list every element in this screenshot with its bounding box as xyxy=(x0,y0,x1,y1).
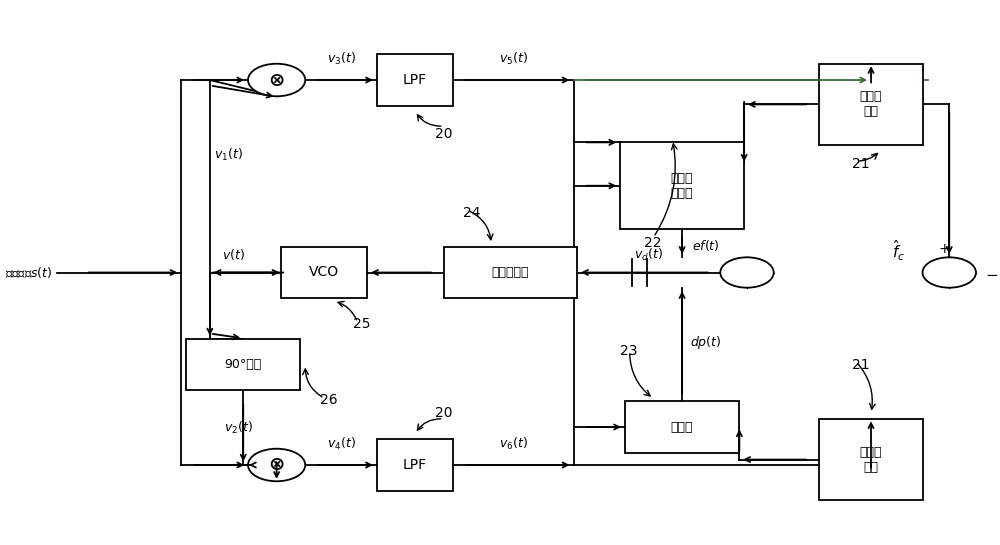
Text: $v_5(t)$: $v_5(t)$ xyxy=(499,51,528,68)
FancyBboxPatch shape xyxy=(819,64,923,145)
Text: $\hat{f}_c$: $\hat{f}_c$ xyxy=(892,239,905,263)
Text: +: + xyxy=(939,242,950,256)
Text: 22: 22 xyxy=(644,235,661,250)
Text: 21: 21 xyxy=(852,358,870,372)
FancyBboxPatch shape xyxy=(281,247,367,298)
Text: $v_1(t)$: $v_1(t)$ xyxy=(214,147,243,162)
Text: 23: 23 xyxy=(620,344,638,358)
Text: $dp(t)$: $dp(t)$ xyxy=(690,334,722,351)
FancyBboxPatch shape xyxy=(377,439,453,490)
Text: 21: 21 xyxy=(852,157,870,171)
Text: $v(t)$: $v(t)$ xyxy=(222,247,245,262)
Text: 平方谱
估计: 平方谱 估计 xyxy=(860,90,882,118)
Text: 26: 26 xyxy=(320,393,337,407)
Text: 鉴相器: 鉴相器 xyxy=(671,421,693,433)
Text: 90°相移: 90°相移 xyxy=(225,358,262,371)
Text: LPF: LPF xyxy=(403,458,427,472)
Text: ⊗: ⊗ xyxy=(268,456,285,475)
Text: 环路滤波器: 环路滤波器 xyxy=(492,266,529,279)
Text: ⊗: ⊗ xyxy=(268,70,285,89)
Circle shape xyxy=(923,257,976,288)
FancyBboxPatch shape xyxy=(186,339,300,390)
Text: LPF: LPF xyxy=(403,73,427,87)
Text: $v_3(t)$: $v_3(t)$ xyxy=(327,51,355,68)
Text: 24: 24 xyxy=(463,206,480,220)
Text: $v_d(t)$: $v_d(t)$ xyxy=(634,246,663,263)
FancyBboxPatch shape xyxy=(444,247,577,298)
Text: $v_6(t)$: $v_6(t)$ xyxy=(499,437,528,452)
Circle shape xyxy=(248,64,305,96)
Text: 点积叉
积鉴频: 点积叉 积鉴频 xyxy=(671,172,693,200)
Text: $ef(t)$: $ef(t)$ xyxy=(692,238,720,253)
Text: 输入信号$s(t)$: 输入信号$s(t)$ xyxy=(5,265,52,280)
Text: 平方谱
估计: 平方谱 估计 xyxy=(860,446,882,474)
Text: 20: 20 xyxy=(435,407,452,421)
Circle shape xyxy=(720,257,774,288)
Text: $v_4(t)$: $v_4(t)$ xyxy=(327,437,355,452)
FancyBboxPatch shape xyxy=(377,54,453,106)
Text: 20: 20 xyxy=(435,127,452,141)
Text: $v_2(t)$: $v_2(t)$ xyxy=(224,420,253,436)
Text: VCO: VCO xyxy=(309,265,339,280)
FancyBboxPatch shape xyxy=(620,142,744,229)
Circle shape xyxy=(248,449,305,481)
Text: 25: 25 xyxy=(353,317,370,331)
FancyBboxPatch shape xyxy=(625,401,739,453)
Text: −: − xyxy=(986,268,998,283)
FancyBboxPatch shape xyxy=(819,419,923,500)
